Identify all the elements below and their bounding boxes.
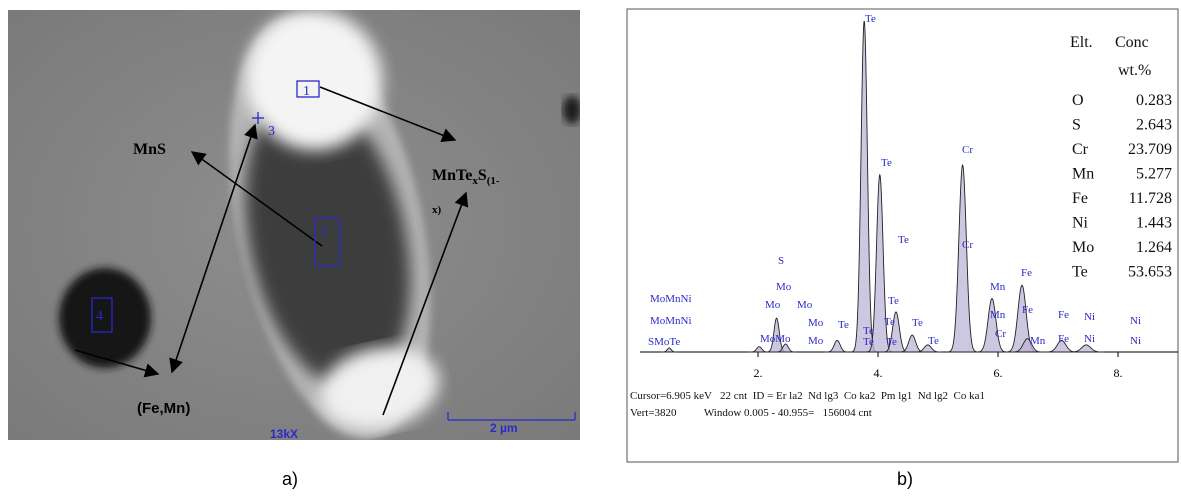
peak-label: Mo: [765, 299, 781, 311]
x-tick-label: 2.: [754, 366, 763, 380]
table-header: Conc: [1115, 34, 1149, 51]
peak-label: Cr: [962, 144, 973, 156]
peak-label: Ni: [1084, 333, 1095, 345]
peak-label: Ni: [1130, 335, 1141, 347]
peak-label: Ni: [1084, 311, 1095, 323]
marker-label: 4: [96, 309, 103, 324]
peak-label: Te: [838, 319, 849, 331]
label-mntes-cont: x): [432, 204, 442, 216]
peak-label: S: [778, 255, 784, 267]
peak-label: Fe: [1058, 309, 1069, 321]
peak-label: Mo: [776, 281, 792, 293]
status-line: Cursor=6.905 keV 22 cnt ID = Er la2 Nd l…: [630, 390, 985, 402]
peak-label: Te: [912, 317, 923, 329]
peak-label: MoMnNi: [650, 315, 692, 327]
table-value: 53.653: [1128, 264, 1172, 281]
table-unit: wt.%: [1118, 62, 1151, 79]
peak-label: Fe: [1021, 267, 1032, 279]
marker-label: 3: [268, 124, 275, 139]
table-element: Te: [1072, 264, 1088, 281]
peak-label: Te: [888, 295, 899, 307]
peak-label: SMoTe: [648, 336, 680, 348]
peak-label: Cr: [995, 328, 1006, 340]
caption: a): [282, 469, 298, 489]
x-tick-label: 8.: [1114, 366, 1123, 380]
peak-label: Te: [863, 336, 874, 348]
table-element: O: [1072, 92, 1084, 109]
table-element: S: [1072, 117, 1081, 134]
peak-label: Mn: [990, 309, 1006, 321]
magnification: 13kX: [270, 427, 298, 441]
table-element: Mo: [1072, 239, 1094, 256]
peak-label: MoMnNi: [650, 293, 692, 305]
table-header: Elt.: [1070, 34, 1093, 51]
peak-label: Te: [865, 13, 876, 25]
table-value: 1.264: [1136, 239, 1172, 256]
table-value: 23.709: [1128, 141, 1172, 158]
peak-label: Cr: [962, 239, 973, 251]
x-tick-label: 6.: [994, 366, 1003, 380]
peak-label: MoMo: [760, 333, 791, 345]
x-tick-label: 4.: [874, 366, 883, 380]
figure: 1 2 3 4 13kX 2 µm MnS MnTexS(1- x) (Fe,M…: [0, 0, 1181, 498]
page: 1 2 3 4 13kX 2 µm MnS MnTexS(1- x) (Fe,M…: [0, 0, 1181, 498]
marker-label: 1: [303, 84, 310, 99]
table-value: 5.277: [1136, 166, 1172, 183]
table-element: Ni: [1072, 215, 1089, 232]
status-line: Vert=3820 Window 0.005 - 40.955= 156004 …: [630, 407, 872, 419]
table-value: 0.283: [1136, 92, 1172, 109]
scale-bar-label: 2 µm: [490, 421, 518, 435]
peak-label: Fe: [1058, 333, 1069, 345]
peak-label: Te: [881, 157, 892, 169]
peak-label: Te: [884, 316, 895, 328]
marker-label: 2: [320, 224, 327, 239]
peak-label: Te: [928, 335, 939, 347]
table-element: Cr: [1072, 141, 1089, 158]
caption: b): [897, 469, 913, 489]
label-femn: (Fe,Mn): [137, 400, 190, 417]
label-mns: MnS: [133, 141, 166, 158]
peak-label: Fe: [1022, 304, 1033, 316]
peak-label: Mn: [1030, 335, 1046, 347]
table-value: 1.443: [1136, 215, 1172, 232]
peak-label: Mo: [808, 317, 824, 329]
peak-label: Mn: [990, 281, 1006, 293]
table-value: 2.643: [1136, 117, 1172, 134]
table-element: Mn: [1072, 166, 1094, 183]
table-element: Fe: [1072, 190, 1088, 207]
table-value: 11.728: [1129, 190, 1172, 207]
sem-image: [8, 0, 581, 456]
peak-label: Mo: [808, 335, 824, 347]
peak-label: Te: [898, 234, 909, 246]
peak-label: Te: [886, 336, 897, 348]
peak-label: Ni: [1130, 315, 1141, 327]
peak-label: Mo: [797, 299, 813, 311]
